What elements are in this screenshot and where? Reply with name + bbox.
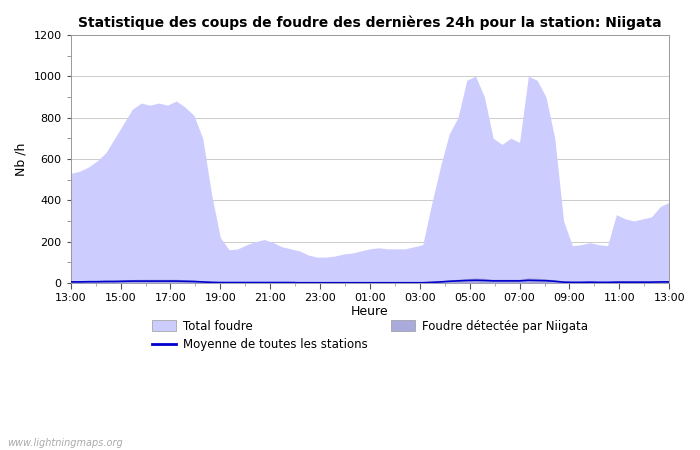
Title: Statistique des coups de foudre des dernières 24h pour la station: Niigata: Statistique des coups de foudre des dern…: [78, 15, 662, 30]
Text: www.lightningmaps.org: www.lightningmaps.org: [7, 438, 122, 448]
Y-axis label: Nb /h: Nb /h: [15, 142, 28, 176]
X-axis label: Heure: Heure: [351, 305, 388, 318]
Legend: Total foudre, Moyenne de toutes les stations, Foudre détectée par Niigata: Total foudre, Moyenne de toutes les stat…: [152, 320, 588, 351]
